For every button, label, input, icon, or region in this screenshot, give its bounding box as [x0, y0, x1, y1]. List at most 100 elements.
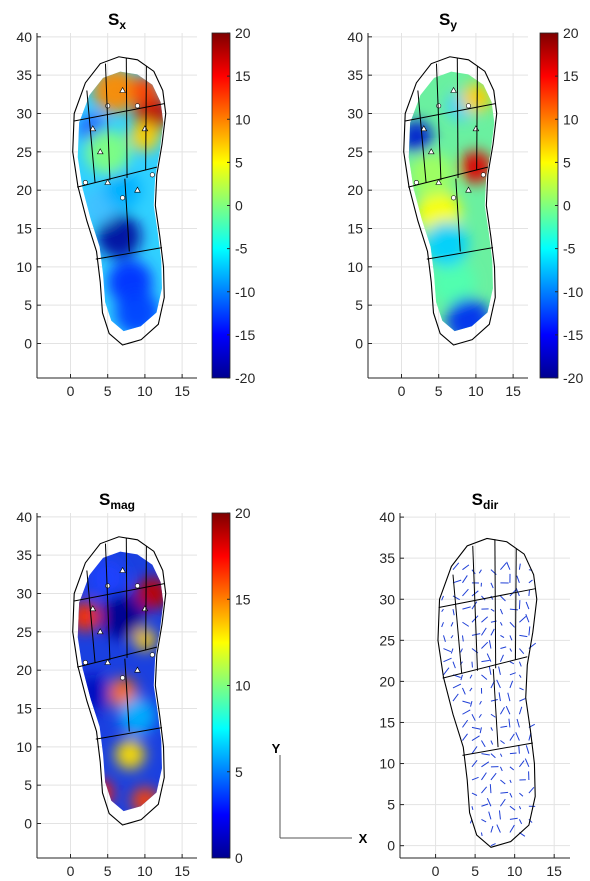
- quiver-arrow: [500, 634, 505, 639]
- sensor-marker: [149, 652, 155, 658]
- sensor-marker: [413, 180, 419, 186]
- panel-title-sub: mag: [110, 498, 135, 512]
- quiver-arrow: [516, 718, 520, 728]
- quiver-arrow: [471, 590, 479, 597]
- quiver-arrow: [462, 588, 469, 597]
- quiver-arrow: [480, 832, 483, 837]
- region-divider: [104, 543, 111, 661]
- quiver-arrow: [486, 797, 492, 807]
- region-divider: [95, 727, 163, 740]
- quiver-arrow: [441, 608, 444, 612]
- quiver-arrow: [499, 622, 503, 626]
- axes-indicator: Y X: [272, 741, 368, 846]
- sensor-marker: [104, 658, 112, 665]
- panel-sy: 0 5 10 15 0 5 10 15 20 25 30 35 40 Sy 20 15 10 5 0 -5 -10 -15…: [347, 10, 583, 399]
- sensor-marker: [89, 605, 97, 612]
- quiver-arrow: [518, 760, 525, 768]
- x-tick-label: 0: [67, 383, 75, 399]
- colorbar-tick-label: -20: [563, 370, 583, 386]
- heatmap-spot: [423, 221, 469, 267]
- quiver-arrow: [500, 779, 506, 785]
- quiver-arrow: [452, 609, 455, 616]
- region-divider: [77, 646, 157, 668]
- sensor-marker: [96, 628, 104, 635]
- y-tick-label: 25: [16, 624, 32, 640]
- colorbar-tick-label: 5: [235, 154, 243, 170]
- y-tick-label: 5: [355, 297, 363, 313]
- x-tick-label: 15: [505, 383, 521, 399]
- quiver-arrow: [509, 824, 515, 833]
- quiver-arrow: [518, 806, 522, 810]
- quiver-arrow: [509, 817, 518, 820]
- colorbar-tick-label: 10: [235, 111, 251, 127]
- colorbar-tick-label: 10: [563, 111, 579, 127]
- quiver-arrow: [524, 758, 530, 768]
- y-tick-label: 5: [387, 797, 395, 813]
- quiver-arrow: [516, 575, 520, 583]
- quiver-arrow: [443, 667, 450, 676]
- colorbar-tick-label: 0: [235, 198, 243, 214]
- heatmap-spot: [89, 559, 127, 597]
- quiver-arrow: [443, 635, 446, 642]
- panel-title: Sx: [108, 10, 126, 32]
- region-divider: [104, 63, 111, 181]
- colorbar-tick-label: -10: [235, 284, 255, 300]
- quiver-arrow: [452, 661, 456, 669]
- quiver-arrow: [471, 760, 478, 768]
- quiver-arrow: [490, 699, 498, 702]
- quiver-arrow: [488, 811, 492, 820]
- colorbar-tick-label: 5: [563, 154, 571, 170]
- region-divider: [462, 742, 533, 756]
- panel-smag: 0 5 10 15 0 5 10 15 20 25 30 35 40 Smag 20 15 10 5 0: [16, 490, 250, 879]
- quiver-arrow: [481, 753, 490, 756]
- panel-title-main: S: [99, 490, 110, 509]
- quiver-arrow: [462, 709, 471, 715]
- heatmap-field: [77, 551, 164, 812]
- colorbar-tick-label: -15: [563, 327, 583, 343]
- panel-title: Sdir: [472, 490, 499, 512]
- sensor-marker: [465, 103, 471, 109]
- quiver-arrow: [500, 646, 507, 650]
- quiver-arrow: [481, 674, 488, 680]
- region-divider: [417, 90, 427, 183]
- sensor-marker: [149, 172, 155, 178]
- quiver-arrow: [500, 595, 506, 602]
- heatmap-spot: [135, 577, 164, 610]
- colorbar-tick-label: 10: [235, 678, 251, 694]
- y-tick-label: 10: [16, 739, 32, 755]
- sensor-marker: [480, 172, 486, 178]
- sensor-marker: [450, 86, 457, 93]
- y-tick-label: 40: [347, 29, 363, 45]
- quiver-arrow: [450, 635, 454, 639]
- quiver-arrow: [481, 659, 490, 663]
- foot-outline: [72, 536, 167, 826]
- quiver-arrow: [462, 687, 466, 695]
- x-tick-label: 5: [104, 863, 112, 879]
- quiver-arrow: [462, 606, 471, 610]
- quiver-arrows: [441, 561, 537, 847]
- heatmap-spot: [408, 152, 454, 198]
- quiver-arrow: [490, 582, 494, 589]
- quiver-arrow: [461, 635, 464, 642]
- y-tick-label: 15: [16, 221, 32, 237]
- panel-sx: 0 5 10 15 0 5 10 15 20 25 30 35 40 Sx 20 15 10 5 0 -5 -10 -15…: [16, 10, 255, 399]
- axes-indicator-y-label: Y: [272, 741, 281, 756]
- y-tick-label: 30: [347, 106, 363, 122]
- quiver-arrow: [452, 562, 460, 570]
- panel-title-sub: y: [450, 18, 457, 32]
- quiver-arrow: [450, 648, 454, 654]
- quiver-arrow: [498, 666, 501, 675]
- foot-outline: [403, 56, 498, 346]
- quiver-arrow: [498, 810, 501, 820]
- sensor-marker: [465, 186, 472, 193]
- quiver-arrow: [471, 601, 478, 610]
- quiver-arrow: [498, 692, 501, 702]
- quiver-arrow: [486, 653, 492, 662]
- quiver-arrow: [488, 665, 492, 675]
- sensor-marker: [134, 186, 141, 193]
- quiver-arrow: [479, 700, 482, 705]
- x-tick-label: 15: [546, 863, 562, 879]
- quiver-arrow: [481, 761, 490, 768]
- y-tick-label: 10: [379, 756, 395, 772]
